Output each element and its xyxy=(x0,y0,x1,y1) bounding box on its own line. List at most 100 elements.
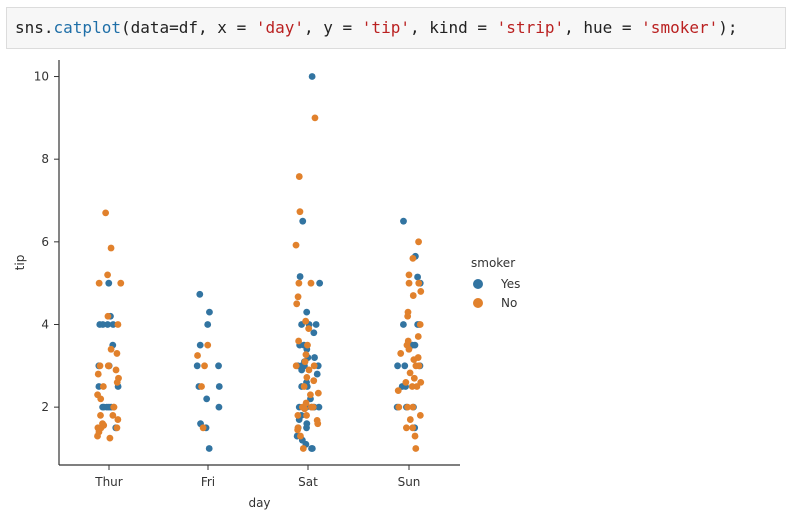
data-point-no xyxy=(406,416,414,423)
data-point-no xyxy=(415,238,422,246)
data-point-no xyxy=(405,271,413,279)
data-point-no xyxy=(410,374,418,382)
y-axis-label: tip xyxy=(13,255,27,271)
data-point-no xyxy=(114,321,122,328)
data-point-no xyxy=(405,345,413,353)
data-point-no xyxy=(307,391,314,399)
data-point-no xyxy=(293,300,301,308)
data-point-yes xyxy=(310,329,318,337)
data-point-yes xyxy=(414,273,422,281)
data-point-no xyxy=(302,351,310,359)
data-point-no xyxy=(294,426,302,434)
data-point-yes xyxy=(315,403,323,411)
data-point-no xyxy=(295,337,303,345)
data-point-no xyxy=(412,445,420,452)
y-tick-label: 10 xyxy=(34,70,49,84)
data-point-yes xyxy=(400,217,407,225)
data-point-no xyxy=(117,279,125,287)
data-point-no xyxy=(301,358,309,366)
code-close: ); xyxy=(718,18,738,37)
data-point-no xyxy=(204,341,212,349)
x-tick-label: Sat xyxy=(298,475,318,489)
y-tick-label: 8 xyxy=(41,152,49,166)
code-kind-arg: 'strip' xyxy=(496,18,565,37)
data-point-no xyxy=(105,362,113,370)
code-y-arg: 'tip' xyxy=(361,18,410,37)
data-point-no xyxy=(310,362,318,370)
data-point-no xyxy=(96,362,104,370)
code-args-open: (data=df, x = xyxy=(120,18,256,37)
data-point-no xyxy=(305,325,313,333)
data-point-no xyxy=(409,403,417,411)
code-line: sns.catplot(data=df, x = 'day', y = 'tip… xyxy=(15,18,738,37)
data-point-no xyxy=(314,420,322,428)
code-sep2: , kind = xyxy=(409,18,497,37)
data-point-no xyxy=(417,288,425,295)
data-point-no xyxy=(415,279,423,287)
data-point-no xyxy=(110,403,118,411)
data-point-yes xyxy=(215,383,223,390)
data-point-yes xyxy=(298,366,306,374)
data-point-no xyxy=(295,173,303,180)
y-tick-label: 4 xyxy=(41,317,49,331)
data-point-no xyxy=(296,208,304,216)
data-point-no xyxy=(414,333,422,340)
data-point-no xyxy=(405,279,413,287)
data-point-no xyxy=(294,412,302,419)
data-point-yes xyxy=(99,321,107,328)
data-point-no xyxy=(302,317,310,325)
data-point-no xyxy=(303,373,311,381)
data-point-no xyxy=(408,383,416,390)
data-point-yes xyxy=(311,354,318,361)
data-point-no xyxy=(404,403,411,411)
data-point-yes xyxy=(109,321,117,328)
data-point-yes xyxy=(296,273,304,280)
data-point-no xyxy=(104,271,111,279)
legend-label-no: No xyxy=(501,296,517,310)
data-point-no xyxy=(99,383,107,390)
data-point-no xyxy=(97,412,104,419)
strip-plot: 2 4 6 8 10 Thur Fri Sat Sun day tip smoker Yes No xyxy=(13,60,520,510)
data-point-yes xyxy=(204,321,212,328)
data-point-no xyxy=(199,424,207,432)
data-point-no xyxy=(402,378,410,386)
data-point-yes xyxy=(193,362,201,370)
code-sep3: , hue = xyxy=(564,18,642,37)
code-x-arg: 'day' xyxy=(255,18,304,37)
code-cell[interactable]: sns.catplot(data=df, x = 'day', y = 'tip… xyxy=(6,7,786,49)
data-point-no xyxy=(294,293,302,301)
data-point-no xyxy=(413,383,421,390)
data-point-no xyxy=(415,362,423,370)
data-point-no xyxy=(304,341,311,349)
legend-label-yes: Yes xyxy=(500,277,520,291)
data-point-yes xyxy=(215,403,223,411)
data-point-no xyxy=(409,254,417,262)
data-point-yes xyxy=(205,445,213,452)
data-point-no xyxy=(299,445,307,452)
data-point-yes xyxy=(316,279,324,287)
x-tick-label: Thur xyxy=(94,475,123,489)
x-tick-label: Sun xyxy=(398,475,421,489)
data-point-yes xyxy=(105,279,113,287)
data-point-no xyxy=(411,432,419,440)
data-point-no xyxy=(100,421,108,429)
data-point-yes xyxy=(394,362,401,370)
data-point-no xyxy=(113,424,121,432)
data-point-no xyxy=(409,292,417,299)
data-point-yes xyxy=(308,445,315,452)
data-point-no xyxy=(402,424,410,432)
data-point-yes xyxy=(313,370,321,378)
data-point-no xyxy=(295,279,303,287)
data-point-no xyxy=(397,350,405,357)
code-sep1: , y = xyxy=(304,18,362,37)
data-point-yes xyxy=(215,362,222,370)
data-point-no xyxy=(113,378,121,386)
data-point-no xyxy=(201,362,208,370)
data-point-no xyxy=(292,362,300,370)
data-point-no xyxy=(301,405,309,413)
data-point-no xyxy=(307,403,315,411)
data-point-yes xyxy=(99,403,107,411)
data-point-no xyxy=(394,387,402,395)
data-point-no xyxy=(292,241,300,249)
data-point-yes xyxy=(104,321,112,328)
